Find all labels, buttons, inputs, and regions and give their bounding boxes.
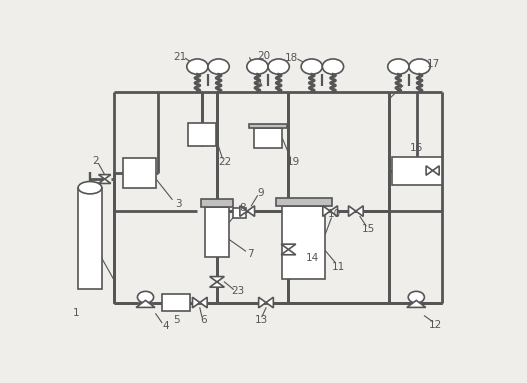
Circle shape xyxy=(208,59,229,74)
Text: 23: 23 xyxy=(231,286,245,296)
Text: 2: 2 xyxy=(92,156,99,166)
Text: 15: 15 xyxy=(362,224,376,234)
Bar xyxy=(254,128,282,148)
Text: 16: 16 xyxy=(410,143,423,153)
Polygon shape xyxy=(426,166,433,175)
Circle shape xyxy=(388,59,409,74)
Bar xyxy=(205,207,229,257)
Text: 8: 8 xyxy=(239,203,246,213)
Polygon shape xyxy=(259,297,266,308)
Bar xyxy=(189,123,216,146)
Polygon shape xyxy=(330,206,337,216)
Polygon shape xyxy=(281,244,296,249)
Polygon shape xyxy=(247,206,255,216)
Polygon shape xyxy=(266,297,274,308)
Text: 6: 6 xyxy=(201,315,207,325)
Bar xyxy=(249,124,287,128)
Polygon shape xyxy=(407,300,426,308)
Circle shape xyxy=(247,59,268,74)
Text: 1: 1 xyxy=(73,308,80,318)
Circle shape xyxy=(408,291,424,303)
Polygon shape xyxy=(192,297,200,308)
Polygon shape xyxy=(200,297,207,308)
Bar xyxy=(123,158,156,188)
Text: 4: 4 xyxy=(163,321,169,331)
Polygon shape xyxy=(210,277,225,282)
Text: 10: 10 xyxy=(328,209,341,219)
Text: 17: 17 xyxy=(427,59,440,69)
Circle shape xyxy=(138,291,153,303)
Circle shape xyxy=(268,59,289,74)
Text: 14: 14 xyxy=(306,253,319,263)
Polygon shape xyxy=(136,300,155,308)
Polygon shape xyxy=(356,206,363,216)
Text: 18: 18 xyxy=(285,53,298,63)
Polygon shape xyxy=(99,175,111,179)
Polygon shape xyxy=(210,282,225,287)
Polygon shape xyxy=(433,166,439,175)
Circle shape xyxy=(301,59,323,74)
Polygon shape xyxy=(281,249,296,255)
Text: 13: 13 xyxy=(255,315,269,325)
Text: 22: 22 xyxy=(219,157,232,167)
Text: 11: 11 xyxy=(331,262,345,272)
Bar xyxy=(78,188,102,289)
Bar xyxy=(162,294,190,311)
Polygon shape xyxy=(240,206,247,216)
Circle shape xyxy=(187,59,208,74)
Polygon shape xyxy=(99,179,111,183)
Polygon shape xyxy=(348,206,356,216)
Polygon shape xyxy=(323,206,330,216)
Text: 3: 3 xyxy=(175,199,181,209)
Ellipse shape xyxy=(78,182,102,194)
Text: 7: 7 xyxy=(247,249,254,259)
Circle shape xyxy=(323,59,344,74)
Bar xyxy=(232,208,246,218)
Text: 21: 21 xyxy=(173,52,187,62)
Text: 20: 20 xyxy=(257,51,270,61)
Text: 19: 19 xyxy=(287,157,300,167)
Text: 12: 12 xyxy=(430,320,443,330)
Bar xyxy=(276,198,331,206)
Bar xyxy=(282,206,325,279)
Bar xyxy=(201,199,233,207)
Circle shape xyxy=(409,59,430,74)
Text: 9: 9 xyxy=(257,188,264,198)
Text: 5: 5 xyxy=(173,315,180,325)
Bar xyxy=(392,157,442,185)
